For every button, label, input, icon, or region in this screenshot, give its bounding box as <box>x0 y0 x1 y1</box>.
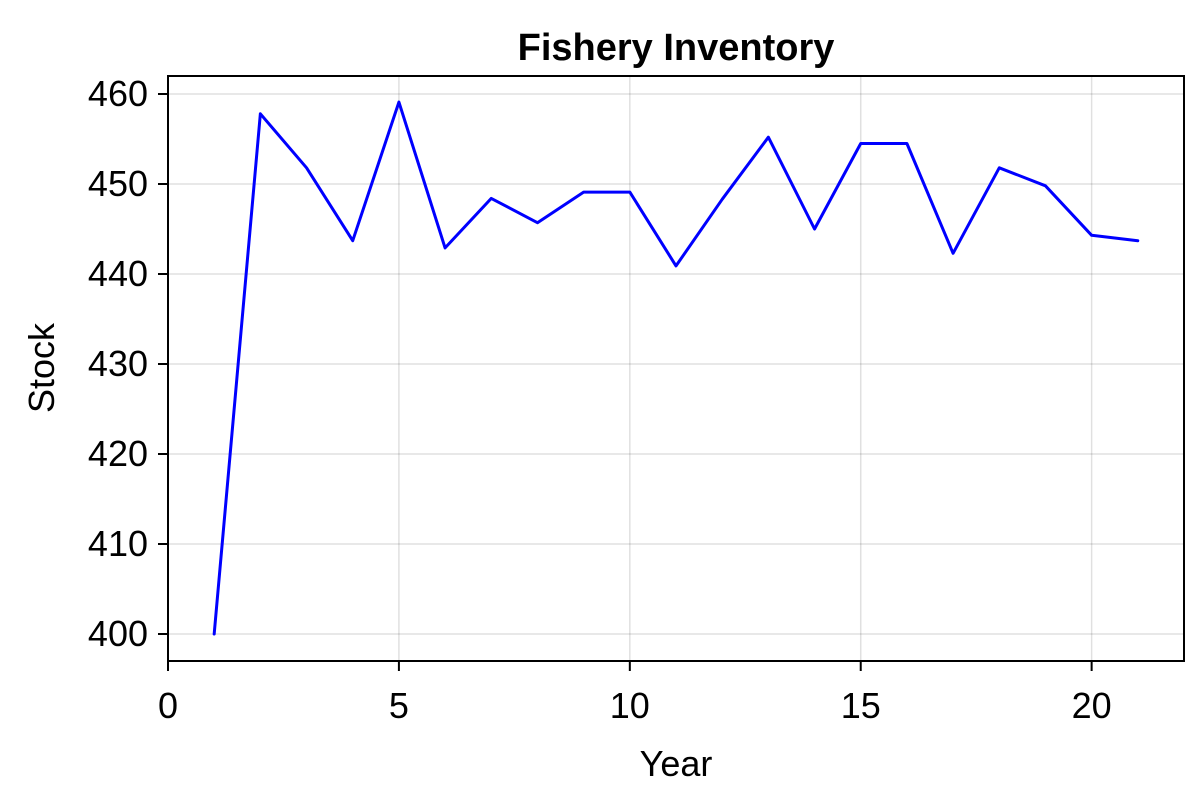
chart-title: Fishery Inventory <box>518 27 835 69</box>
y-tick-label: 450 <box>88 163 148 204</box>
y-axis-label: Stock <box>21 322 62 413</box>
x-tick-label: 10 <box>610 685 650 726</box>
x-tick-label: 20 <box>1072 685 1112 726</box>
y-tick-label: 460 <box>88 73 148 114</box>
y-tick-label: 440 <box>88 253 148 294</box>
y-tick-label: 400 <box>88 613 148 654</box>
plot-frame <box>167 75 1185 662</box>
grid-lines <box>167 76 1184 661</box>
x-axis-label: Year <box>640 743 713 784</box>
x-tick-label: 5 <box>389 685 409 726</box>
series-line-0 <box>212 100 1140 636</box>
x-tick-label: 15 <box>841 685 881 726</box>
axis-ticks: 0 5 10 15 20 400 410 420 430 440 450 460 <box>88 73 1112 726</box>
series-layer <box>212 100 1140 636</box>
y-tick-label: 420 <box>88 433 148 474</box>
y-tick-label: 410 <box>88 523 148 564</box>
x-tick-label: 0 <box>158 685 178 726</box>
y-tick-label: 430 <box>88 343 148 384</box>
